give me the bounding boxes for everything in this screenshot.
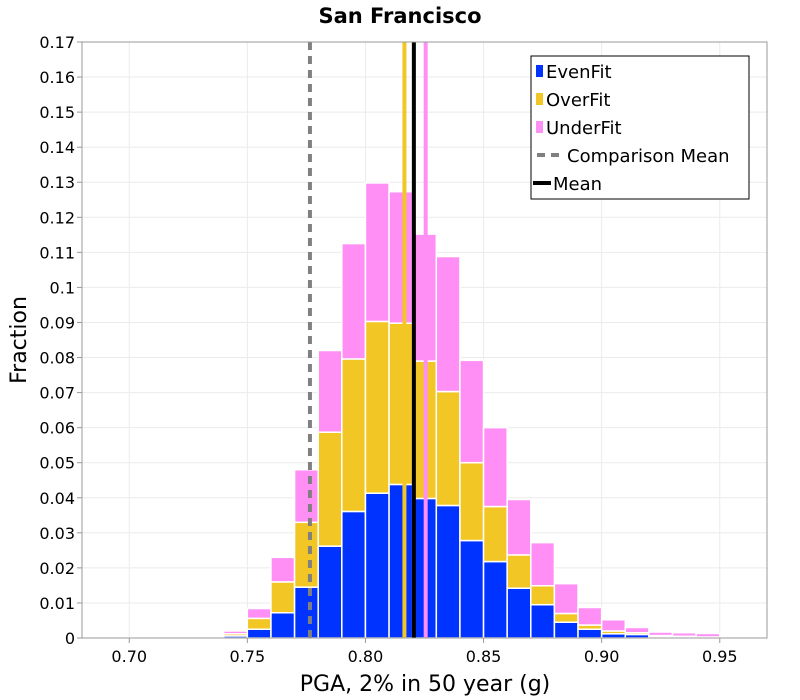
y-tick-label: 0.17 [39, 33, 75, 52]
bar-underfit [530, 541, 556, 587]
bars [199, 182, 745, 639]
bar-underfit [719, 635, 745, 639]
legend-label: UnderFit [546, 118, 622, 139]
y-tick-label: 0.04 [39, 489, 75, 508]
x-tick-label: 0.70 [111, 647, 147, 666]
y-tick-label: 0 [65, 629, 75, 648]
bar-evenfit [482, 560, 508, 639]
y-axis-ticks: 0 0.01 0.02 0.03 0.04 0.05 0.06 0.07 0.08 0.09 0.1… [39, 33, 82, 648]
bar-overfit [506, 554, 532, 589]
x-tick-label: 0.95 [702, 647, 738, 666]
y-tick-label: 0.1 [50, 278, 75, 297]
bar-evenfit [459, 539, 485, 639]
bar-underfit [364, 182, 390, 323]
bar-overfit [482, 505, 508, 563]
bar-overfit [364, 320, 390, 494]
bar-underfit [388, 190, 414, 324]
bar-underfit [270, 556, 296, 583]
mean-lines [307, 42, 428, 638]
bar-overfit [553, 612, 579, 623]
bar-overfit [317, 431, 343, 547]
legend-swatch [536, 93, 543, 105]
legend: EvenFit OverFit UnderFit Comparison Mean Mea… [530, 55, 750, 200]
bar-evenfit [577, 628, 603, 639]
bar-underfit [246, 607, 272, 620]
bar-overfit [246, 617, 272, 630]
bar-underfit [293, 468, 319, 524]
bar-overfit [530, 585, 556, 606]
bar-evenfit [341, 510, 367, 639]
bar-underfit [577, 606, 603, 626]
x-axis-title: PGA, 2% in 50 year (g) [300, 672, 551, 697]
bar-evenfit [293, 586, 319, 639]
bar-overfit [293, 521, 319, 588]
bar-underfit [648, 631, 674, 637]
bar-underfit [600, 619, 627, 632]
x-tick-label: 0.90 [584, 647, 620, 666]
plot-frame [81, 41, 768, 639]
bar-overfit [341, 358, 367, 513]
bar-evenfit [317, 545, 343, 639]
bar-underfit [435, 255, 461, 393]
legend-swatch [536, 121, 543, 133]
bar-underfit [553, 582, 579, 615]
bar-evenfit [246, 628, 272, 639]
bar-evenfit [364, 492, 390, 639]
bar-underfit [317, 349, 343, 433]
bar-evenfit [270, 612, 296, 639]
bar-underfit [624, 626, 650, 634]
bar-overfit [435, 390, 461, 507]
y-axis-title: Fraction [7, 296, 32, 384]
y-tick-label: 0.11 [39, 243, 75, 262]
legend-box [530, 55, 750, 200]
y-tick-label: 0.08 [39, 349, 75, 368]
bar-underfit [459, 359, 485, 464]
y-tick-label: 0.05 [39, 454, 75, 473]
bar-evenfit [530, 603, 556, 639]
legend-label: EvenFit [546, 62, 612, 83]
bar-evenfit [553, 621, 579, 639]
legend-label: Comparison Mean [567, 146, 730, 167]
legend-swatch [536, 65, 543, 77]
bar-underfit [506, 498, 532, 556]
bar-underfit [222, 630, 249, 635]
bar-overfit [388, 322, 414, 486]
y-tick-label: 0.09 [39, 313, 75, 332]
y-tick-label: 0.13 [39, 173, 75, 192]
bar-overfit [270, 581, 296, 614]
bar-evenfit [388, 483, 414, 639]
x-tick-label: 0.75 [230, 647, 266, 666]
y-tick-label: 0.03 [39, 524, 75, 543]
y-tick-label: 0.07 [39, 384, 75, 403]
bar-underfit [199, 635, 225, 638]
bar-underfit [482, 426, 508, 508]
y-tick-label: 0.16 [39, 68, 75, 87]
legend-label: OverFit [546, 90, 610, 111]
y-tick-label: 0.02 [39, 559, 75, 578]
y-tick-label: 0.12 [39, 208, 75, 227]
y-tick-label: 0.15 [39, 103, 75, 122]
x-tick-label: 0.85 [466, 647, 502, 666]
x-tick-label: 0.80 [348, 647, 384, 666]
x-axis-ticks: 0.70 0.75 0.80 0.85 0.90 0.95 [111, 638, 738, 666]
bar-overfit [459, 461, 485, 542]
bar-underfit [671, 631, 697, 637]
bar-evenfit [435, 504, 461, 639]
y-tick-label: 0.01 [39, 594, 75, 613]
y-tick-label: 0.06 [39, 419, 75, 438]
bar-underfit [341, 242, 367, 360]
legend-label: Mean [553, 174, 602, 195]
bar-evenfit [506, 587, 532, 639]
y-tick-label: 0.14 [39, 138, 75, 157]
chart-title: San Francisco [318, 4, 481, 28]
bar-underfit [695, 632, 721, 638]
